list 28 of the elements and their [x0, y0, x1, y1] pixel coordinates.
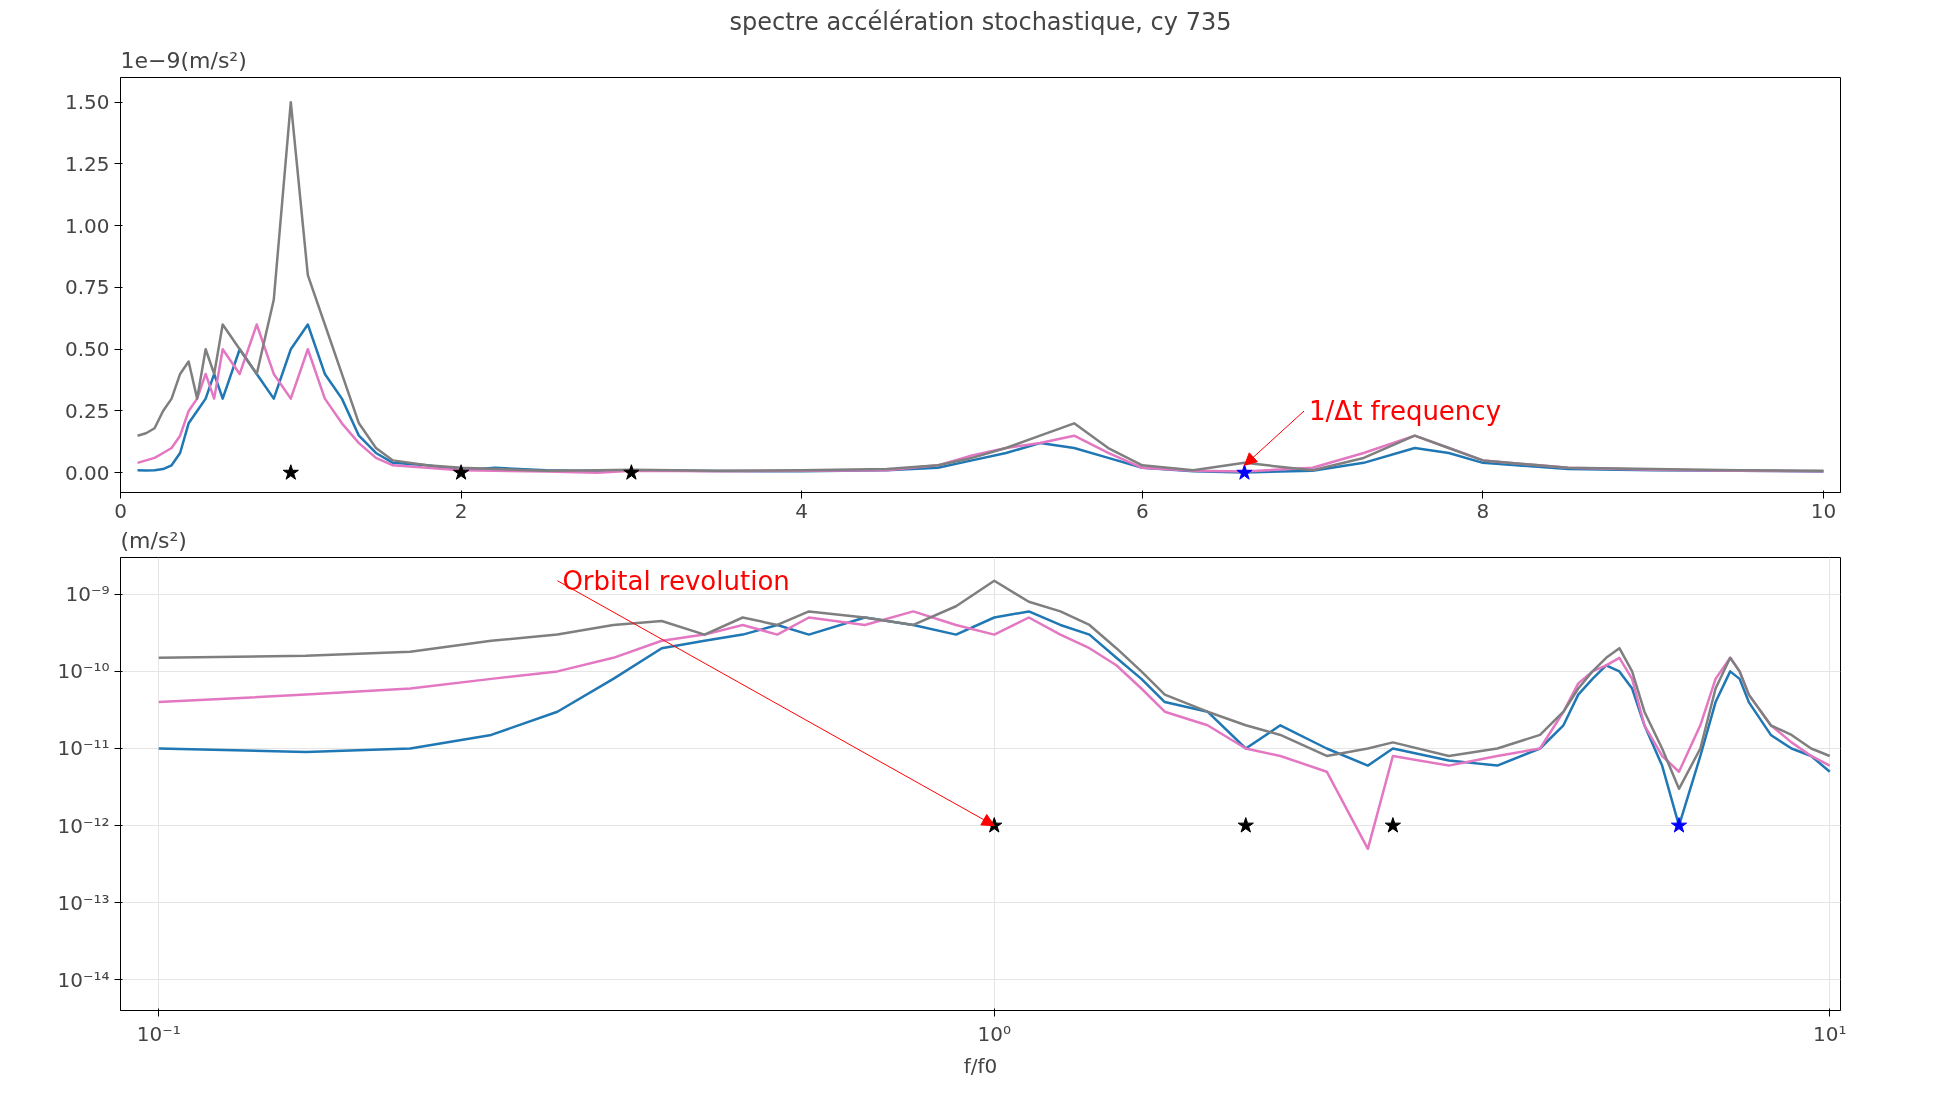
x-tick-label: 4: [795, 498, 809, 523]
y-axis-title: 1e−9(m/s²): [120, 47, 247, 73]
x-axis-title: f/f0: [963, 1053, 998, 1078]
chart-title: spectre accélération stochastique, cy 735: [729, 7, 1232, 36]
annotation: 1/Δt frequency: [1309, 395, 1502, 426]
y-tick-label: 10⁻¹³: [57, 890, 110, 915]
y-tick-label: 1.25: [64, 151, 110, 176]
x-tick-label: 10: [1810, 498, 1837, 523]
annotation: Orbital revolution: [562, 565, 790, 596]
y-tick-label: 1.50: [64, 90, 110, 115]
y-axis-title: (m/s²): [120, 527, 187, 553]
y-tick-label: 10⁻¹²: [57, 813, 110, 838]
y-tick-label: 0.00: [64, 460, 110, 485]
x-tick-label: 6: [1135, 498, 1149, 523]
y-tick-label: 10⁻¹⁴: [57, 967, 110, 992]
x-tick-label: 8: [1476, 498, 1490, 523]
y-tick-label: 10⁻¹⁰: [57, 659, 110, 684]
y-tick-label: 0.50: [64, 337, 110, 362]
y-tick-label: 0.75: [64, 275, 110, 300]
x-tick-label: 0: [114, 498, 127, 523]
x-tick-label: 10⁰: [977, 1021, 1011, 1046]
x-tick-label: 2: [454, 498, 468, 523]
y-tick-label: 10⁻¹¹: [57, 736, 110, 761]
x-tick-label: 10¹: [1813, 1021, 1847, 1046]
y-tick-label: 0.25: [64, 398, 110, 423]
x-tick-label: 10⁻¹: [136, 1021, 181, 1046]
y-tick-label: 10⁻⁹: [65, 582, 110, 607]
y-tick-label: 1.00: [64, 213, 110, 238]
